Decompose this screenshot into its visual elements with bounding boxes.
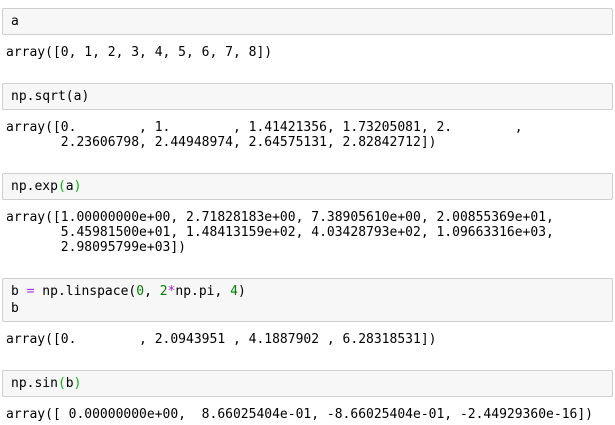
code-token-plain: a [65, 179, 74, 194]
code-token-plain: a [11, 14, 19, 29]
code-token-plain: b [11, 284, 27, 299]
code-line[interactable]: a [11, 13, 604, 30]
code-editor[interactable]: b = np.linspace(0, 2*np.pi, 4) b [11, 283, 604, 317]
code-token-operator: = [26, 284, 35, 299]
code-token-bracket: ) [73, 376, 82, 391]
code-token-number: 0 [136, 284, 145, 299]
code-input-area[interactable]: np.exp(a) [2, 173, 613, 200]
code-line[interactable]: np.sin(b) [11, 375, 604, 392]
cell-output: array([0. , 1. , 1.41421356, 1.73205081,… [6, 120, 523, 150]
notebook: a array([0, 1, 2, 3, 4, 5, 6, 7, 8]) np.… [2, 8, 613, 422]
code-token-bracket: ( [57, 376, 66, 391]
code-line[interactable]: np.exp(a) [11, 178, 604, 195]
code-token-plain: np.sin [11, 376, 58, 391]
code-token-plain: b [65, 376, 74, 391]
code-token-plain: np.exp [11, 179, 58, 194]
notebook-cell: np.sqrt(a) array([0. , 1. , 1.41421356, … [2, 83, 613, 150]
code-token-number: 4 [230, 284, 238, 299]
code-token-operator: * [167, 284, 176, 299]
notebook-cell: a array([0, 1, 2, 3, 4, 5, 6, 7, 8]) [2, 8, 613, 60]
code-token-plain: ) [238, 284, 246, 299]
code-input-area[interactable]: np.sin(b) [2, 370, 613, 397]
code-token-plain: np.sqrt(a) [11, 89, 90, 104]
code-token-bracket: ) [73, 179, 82, 194]
code-line[interactable]: b = np.linspace(0, 2*np.pi, 4) [11, 283, 604, 300]
code-input-area[interactable]: a [2, 8, 613, 35]
code-editor[interactable]: a [11, 13, 604, 30]
code-input-area[interactable]: np.sqrt(a) [2, 83, 613, 110]
code-token-bracket: ( [57, 179, 66, 194]
code-token-plain: np.pi, [175, 284, 231, 299]
code-editor[interactable]: np.sqrt(a) [11, 88, 604, 105]
cell-output: array([ 0.00000000e+00, 8.66025404e-01, … [6, 407, 593, 422]
code-token-number: 2 [159, 284, 168, 299]
code-line[interactable]: np.sqrt(a) [11, 88, 604, 105]
code-token-plain: np.linspace( [34, 284, 137, 299]
code-line[interactable]: b [11, 300, 604, 317]
cell-output: array([1.00000000e+00, 2.71828183e+00, 7… [6, 210, 554, 255]
cell-output: array([0. , 2.0943951 , 4.1887902 , 6.28… [6, 332, 437, 347]
code-editor[interactable]: np.sin(b) [11, 375, 604, 392]
code-token-plain: b [11, 301, 19, 316]
code-input-area[interactable]: b = np.linspace(0, 2*np.pi, 4) b [2, 278, 613, 322]
notebook-cell: b = np.linspace(0, 2*np.pi, 4) b array([0… [2, 278, 613, 347]
code-editor[interactable]: np.exp(a) [11, 178, 604, 195]
notebook-cell: np.exp(a) array([1.00000000e+00, 2.71828… [2, 173, 613, 255]
code-token-plain: , [144, 284, 160, 299]
notebook-cell: np.sin(b) array([ 0.00000000e+00, 8.6602… [2, 370, 613, 422]
cell-output: array([0, 1, 2, 3, 4, 5, 6, 7, 8]) [6, 45, 273, 60]
